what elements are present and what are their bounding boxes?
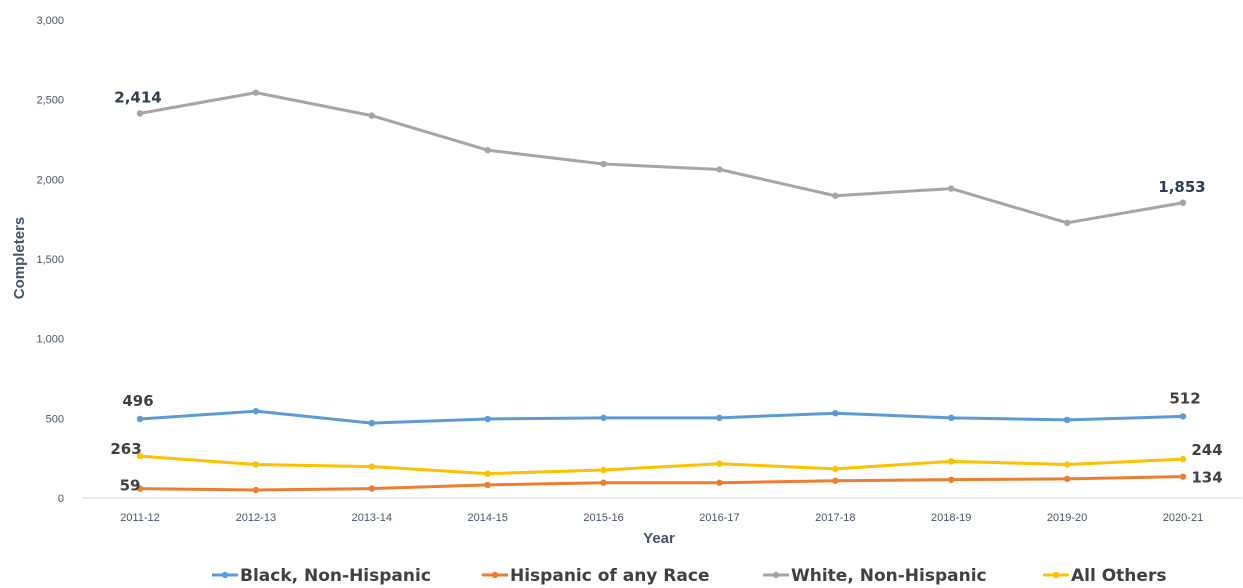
data-point <box>136 485 144 492</box>
data-point <box>948 476 955 483</box>
x-tick-label: 2012-13 <box>236 512 276 524</box>
data-point <box>136 452 144 460</box>
x-tick-label: 2013-14 <box>352 512 392 524</box>
data-label: 1,853 <box>1158 178 1205 196</box>
data-point <box>600 479 607 486</box>
legend-label: Hispanic of any Race <box>510 566 709 586</box>
data-point <box>1179 473 1187 480</box>
legend-item: Black, Non-Hispanic <box>212 566 431 586</box>
series-line <box>138 475 1185 492</box>
series-line <box>138 409 1185 425</box>
data-point <box>252 407 260 415</box>
legend-marker <box>491 571 499 579</box>
data-label: 496 <box>122 392 153 410</box>
data-point <box>484 470 491 477</box>
x-tick-label: 2011-12 <box>120 512 160 524</box>
legend-item: All Others <box>1043 566 1166 586</box>
data-point <box>1063 461 1071 468</box>
legend-label: White, Non-Hispanic <box>791 566 987 586</box>
data-point <box>484 481 491 489</box>
data-point <box>136 415 144 423</box>
data-point <box>484 415 491 423</box>
x-tick-label: 2017-18 <box>815 512 855 524</box>
series-hispanic-of-any-race <box>136 473 1187 494</box>
data-point <box>600 466 607 474</box>
data-point <box>948 185 955 192</box>
data-point <box>832 410 839 417</box>
y-tick-label: 1,500 <box>36 254 64 266</box>
data-point <box>716 460 723 467</box>
x-axis-title: Year <box>643 530 675 547</box>
x-tick-label: 2018-19 <box>931 512 971 524</box>
data-point <box>368 463 375 470</box>
data-point <box>1179 199 1187 206</box>
data-point <box>832 477 839 484</box>
y-axis-ticks: 0 500 1,000 1,500 2,000 2,500 3,000 <box>36 15 64 505</box>
data-point <box>716 479 723 486</box>
data-point <box>948 414 955 422</box>
data-point <box>1179 413 1187 420</box>
x-tick-label: 2016-17 <box>699 512 739 524</box>
legend-label: All Others <box>1071 566 1166 586</box>
y-tick-label: 0 <box>58 493 64 505</box>
data-point <box>832 192 839 199</box>
data-point <box>1063 416 1071 424</box>
data-label: 134 <box>1191 469 1222 487</box>
data-point <box>600 414 607 422</box>
legend-label: Black, Non-Hispanic <box>240 566 431 586</box>
data-label: 2,414 <box>114 88 161 106</box>
x-tick-label: 2019-20 <box>1047 512 1087 524</box>
series-white-non-hispanic <box>136 89 1187 227</box>
data-label: 512 <box>1169 389 1200 407</box>
series-line <box>138 454 1185 476</box>
series-lines <box>136 89 1187 494</box>
legend-marker <box>772 571 780 579</box>
data-point <box>948 458 955 465</box>
data-point <box>1063 475 1071 483</box>
data-label: 263 <box>110 440 141 458</box>
x-axis-ticks: 2011-12 2012-13 2013-14 2014-15 2015-16 2016-… <box>120 512 1203 524</box>
data-label: 59 <box>120 477 141 495</box>
data-point <box>1063 219 1071 227</box>
data-point <box>716 166 723 173</box>
legend-item: White, Non-Hispanic <box>763 566 987 586</box>
data-point <box>832 465 839 473</box>
data-point <box>136 110 144 117</box>
legend-marker <box>221 571 229 579</box>
data-point <box>252 486 260 494</box>
y-tick-label: 3,000 <box>36 15 64 27</box>
x-tick-label: 2015-16 <box>583 512 623 524</box>
data-point <box>368 112 375 119</box>
y-tick-label: 2,500 <box>36 95 64 107</box>
data-point <box>368 419 375 427</box>
data-point <box>716 414 723 422</box>
data-point <box>252 461 260 468</box>
series-line <box>138 91 1185 225</box>
data-point <box>600 160 607 168</box>
y-tick-label: 1,000 <box>36 334 64 346</box>
data-label: 244 <box>1191 441 1222 459</box>
data-point <box>252 89 260 96</box>
legend-item: Hispanic of any Race <box>482 566 709 586</box>
y-tick-label: 2,000 <box>36 174 64 186</box>
y-tick-label: 500 <box>46 413 64 425</box>
series-black-non-hispanic <box>136 407 1187 427</box>
data-labels: 496 512 59 134 2,414 1,853 263 244 <box>110 88 1222 494</box>
legend-marker <box>1052 571 1060 579</box>
series-all-others <box>136 452 1187 477</box>
data-point <box>368 485 375 492</box>
x-tick-label: 2020-21 <box>1163 512 1203 524</box>
y-axis-title: Completers <box>11 217 28 300</box>
x-tick-label: 2014-15 <box>467 512 507 524</box>
data-point <box>484 146 491 154</box>
legend: Black, Non-Hispanic Hispanic of any Race W… <box>212 566 1166 586</box>
data-point <box>1179 455 1187 463</box>
